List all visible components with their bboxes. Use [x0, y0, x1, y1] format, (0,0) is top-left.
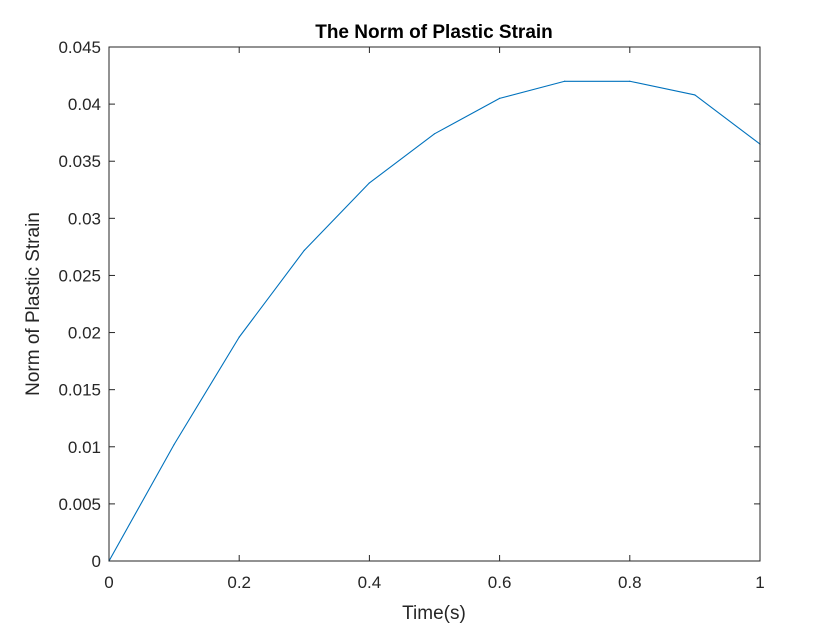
x-tick-label: 0.6 [488, 573, 512, 592]
y-tick-label: 0.005 [58, 495, 101, 514]
data-point [629, 80, 631, 82]
x-tick-labels: 0 0.2 0.4 0.6 0.8 1 [104, 573, 764, 592]
x-tick-label: 0 [104, 573, 113, 592]
y-axis-label: Norm of Plastic Strain [23, 212, 44, 396]
y-tick-label: 0 [92, 552, 101, 571]
y-tick-label: 0.025 [58, 266, 101, 285]
y-tick-label: 0.045 [58, 38, 101, 57]
y-tick-label: 0.035 [58, 152, 101, 171]
axes-box [108, 46, 761, 562]
y-tick-labels: 0 0.005 0.01 0.015 0.02 0.025 0.03 0.035 0.04 0.0… [58, 38, 101, 571]
y-tick-label: 0.01 [68, 438, 101, 457]
plot-area [109, 47, 760, 561]
y-tick-label: 0.03 [68, 209, 101, 228]
data-point [238, 336, 240, 338]
data-point [694, 94, 696, 96]
data-point [499, 97, 501, 99]
data-point [368, 182, 370, 184]
data-point [433, 133, 436, 135]
x-tick-label: 0.4 [358, 573, 382, 592]
y-tick-label: 0.04 [68, 95, 101, 114]
x-tick-label: 0.8 [618, 573, 642, 592]
chart-title: The Norm of Plastic Strain [315, 22, 553, 43]
data-point [303, 249, 305, 251]
x-tick-label: 1 [755, 573, 764, 592]
y-tick-label: 0.015 [58, 381, 101, 400]
y-tick-label: 0.02 [68, 324, 101, 343]
data-point [564, 80, 566, 82]
x-tick-label: 0.2 [227, 573, 251, 592]
data-point [173, 443, 175, 446]
axes-layer [108, 46, 761, 562]
series-layer [108, 80, 761, 562]
x-axis-label: Time(s) [402, 603, 466, 624]
